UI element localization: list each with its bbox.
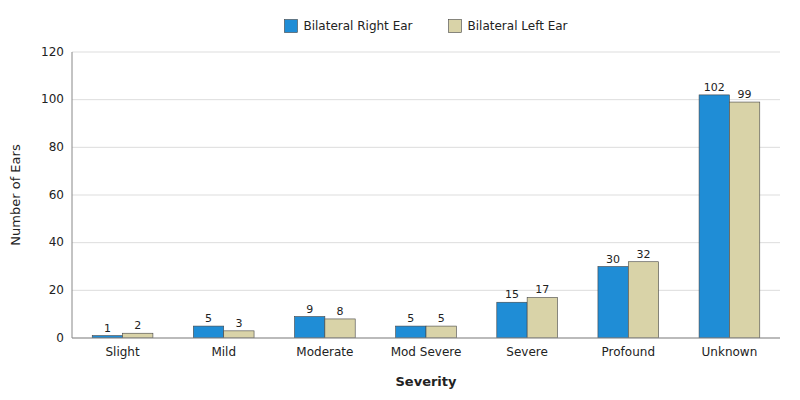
data-label: 5 bbox=[205, 312, 212, 325]
bar bbox=[193, 326, 223, 338]
legend-label: Bilateral Left Ear bbox=[468, 19, 568, 33]
legend-swatch bbox=[449, 20, 462, 33]
bar bbox=[396, 326, 426, 338]
data-label: 5 bbox=[438, 312, 445, 325]
grid-line bbox=[72, 147, 780, 148]
x-axis-label: Severity bbox=[395, 374, 457, 389]
bar bbox=[325, 319, 355, 338]
y-tick-label: 60 bbox=[49, 188, 64, 202]
grid-line bbox=[72, 290, 780, 291]
y-tick-label: 40 bbox=[49, 235, 64, 249]
bar bbox=[497, 302, 527, 338]
chart-container: 020406080100120159515301022385173299Slig… bbox=[0, 0, 800, 400]
x-tick-label: Slight bbox=[105, 345, 140, 359]
legend-swatch bbox=[284, 20, 297, 33]
y-axis-label: Number of Ears bbox=[8, 144, 23, 246]
y-axis-line bbox=[72, 52, 73, 338]
bar bbox=[295, 317, 325, 338]
y-tick-label: 20 bbox=[49, 283, 64, 297]
data-label: 102 bbox=[704, 81, 725, 94]
bar bbox=[426, 326, 456, 338]
data-label: 3 bbox=[235, 317, 242, 330]
chart-svg: 020406080100120159515301022385173299Slig… bbox=[0, 0, 800, 400]
x-tick-label: Mild bbox=[211, 345, 236, 359]
bar bbox=[123, 333, 153, 338]
bar bbox=[598, 267, 628, 339]
grid-line bbox=[72, 338, 780, 339]
grid bbox=[72, 52, 780, 338]
data-label: 15 bbox=[505, 288, 519, 301]
data-label: 32 bbox=[636, 248, 650, 261]
legend: Bilateral Right Ear Bilateral Left Ear bbox=[284, 19, 567, 33]
data-label: 2 bbox=[134, 319, 141, 332]
y-tick-label: 0 bbox=[56, 331, 64, 345]
bar bbox=[628, 262, 658, 338]
data-label: 1 bbox=[104, 322, 111, 335]
legend-item: Bilateral Left Ear bbox=[449, 19, 568, 33]
x-axis-line bbox=[72, 338, 780, 339]
bar bbox=[527, 297, 557, 338]
bar bbox=[224, 331, 254, 338]
x-tick-label: Unknown bbox=[702, 345, 758, 359]
bars bbox=[92, 95, 760, 338]
x-ticks: Slight Mild Moderate Mod Severe Severe Profou… bbox=[105, 345, 757, 359]
y-tick-label: 80 bbox=[49, 140, 64, 154]
bar bbox=[729, 102, 759, 338]
y-ticks: 0 20 40 60 80 100 120 bbox=[41, 45, 64, 345]
grid-line bbox=[72, 242, 780, 243]
grid-line bbox=[72, 195, 780, 196]
data-label: 30 bbox=[606, 253, 620, 266]
y-tick-label: 120 bbox=[41, 45, 64, 59]
x-tick-label: Mod Severe bbox=[391, 345, 462, 359]
y-tick-label: 100 bbox=[41, 92, 64, 106]
x-tick-label: Profound bbox=[602, 345, 655, 359]
data-labels: 159515301022385173299 bbox=[104, 81, 752, 335]
grid-line bbox=[72, 99, 780, 100]
data-label: 99 bbox=[738, 88, 752, 101]
x-tick-label: Severe bbox=[506, 345, 548, 359]
bar bbox=[699, 95, 729, 338]
data-label: 9 bbox=[306, 303, 313, 316]
data-label: 8 bbox=[337, 305, 344, 318]
data-label: 17 bbox=[535, 283, 549, 296]
data-label: 5 bbox=[407, 312, 414, 325]
legend-label: Bilateral Right Ear bbox=[303, 19, 412, 33]
x-tick-label: Moderate bbox=[296, 345, 353, 359]
grid-line bbox=[72, 52, 780, 53]
legend-item: Bilateral Right Ear bbox=[284, 19, 412, 33]
